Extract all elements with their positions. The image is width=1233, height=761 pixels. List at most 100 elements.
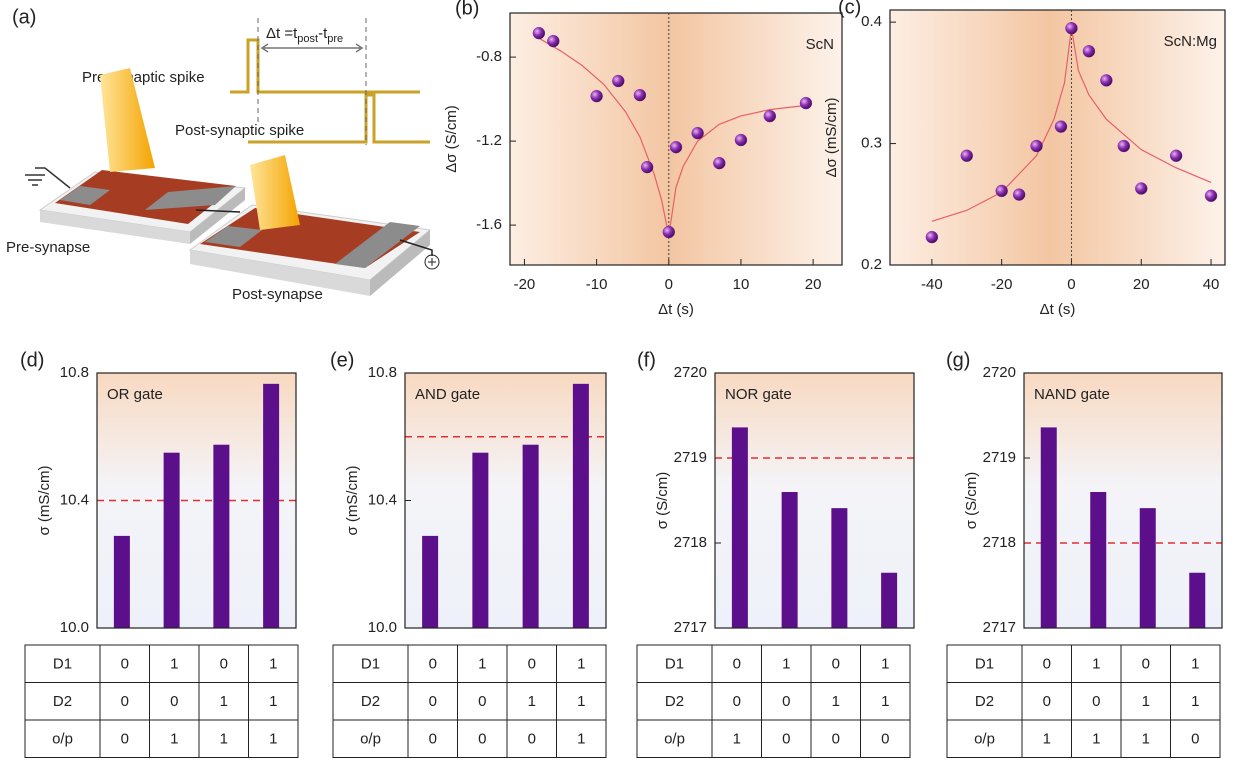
table-cell: 1 <box>832 693 840 710</box>
table-cell: 1 <box>577 656 585 673</box>
panel-label: (e) <box>330 349 354 371</box>
bar <box>1090 492 1106 628</box>
table-cell: 1 <box>881 693 889 710</box>
annotation: NOR gate <box>725 386 792 403</box>
table-cell: 0 <box>832 656 840 673</box>
x-tick-label: -20 <box>514 276 536 293</box>
schematic: (a) Δt =tpost-tpre Pre-synaptic spike Po… <box>6 6 439 303</box>
table-cell: 1 <box>1191 656 1199 673</box>
data-point <box>926 231 938 243</box>
table-cell: 0 <box>478 693 486 710</box>
annotation: ScN:Mg <box>1164 33 1217 50</box>
y-axis-label: σ (S/cm) <box>963 472 980 530</box>
table-cell: 1 <box>528 693 536 710</box>
terminal <box>428 258 436 266</box>
table-cell: 1 <box>1142 731 1150 748</box>
table-cell: 0 <box>121 656 129 673</box>
table-cell: 1 <box>478 656 486 673</box>
data-point <box>692 127 704 139</box>
table-cell: o/p <box>360 731 381 748</box>
bar <box>213 445 229 628</box>
ground <box>25 168 70 188</box>
table-cell: 0 <box>121 693 129 710</box>
bar <box>422 536 438 628</box>
y-axis-label: Δσ (S/cm) <box>443 105 460 173</box>
y-tick-label: 2720 <box>983 364 1016 381</box>
y-tick-label: 0.4 <box>861 13 882 30</box>
table-cell: 1 <box>170 731 178 748</box>
annotation: OR gate <box>107 386 163 403</box>
y-tick-label: 2718 <box>674 534 707 551</box>
x-tick-label: 20 <box>1133 276 1150 293</box>
table-cell: 1 <box>220 731 228 748</box>
data-point <box>1135 183 1147 195</box>
table-cell: D1 <box>53 656 72 673</box>
data-point <box>1031 140 1043 152</box>
y-tick-label: 10.0 <box>60 619 89 636</box>
post-spike-label: Post-synaptic spike <box>175 122 304 139</box>
data-point <box>1013 189 1025 201</box>
table-cell: 0 <box>782 731 790 748</box>
table-cell: 1 <box>269 693 277 710</box>
y-axis-label: σ (S/cm) <box>654 472 671 530</box>
table-cell: 1 <box>1092 656 1100 673</box>
data-point <box>641 161 653 173</box>
bar <box>573 384 589 628</box>
y-tick-label: 2718 <box>983 534 1016 551</box>
table-cell: 0 <box>121 731 129 748</box>
y-tick-label: -0.8 <box>476 48 502 65</box>
data-point <box>612 75 624 87</box>
y-tick-label: 2720 <box>674 364 707 381</box>
annotation: ScN <box>806 36 834 53</box>
table-cell: 1 <box>733 731 741 748</box>
y-axis-label: Δσ (mS/cm) <box>823 97 840 177</box>
figure: (a) Δt =tpost-tpre Pre-synaptic spike Po… <box>0 0 1233 761</box>
table-cell: 1 <box>577 693 585 710</box>
data-point <box>713 157 725 169</box>
table-cell: 0 <box>429 731 437 748</box>
panel-label: (f) <box>637 349 656 371</box>
y-tick-label: 2717 <box>983 619 1016 636</box>
table-cell: 0 <box>1043 693 1051 710</box>
x-tick-label: -20 <box>991 276 1013 293</box>
table-cell: D1 <box>665 656 684 673</box>
x-axis-label: Δt (s) <box>1040 301 1076 318</box>
data-point <box>764 110 776 122</box>
bar <box>523 445 539 628</box>
x-tick-label: -40 <box>921 276 943 293</box>
y-tick-label: 2719 <box>674 449 707 466</box>
table-cell: 1 <box>269 731 277 748</box>
data-point <box>533 27 545 39</box>
data-point <box>634 89 646 101</box>
table-cell: D2 <box>665 693 684 710</box>
table-cell: 1 <box>1191 693 1199 710</box>
panel-label: (g) <box>946 349 970 371</box>
panel-label: (b) <box>455 0 479 19</box>
table-cell: o/p <box>52 731 73 748</box>
table-cell: 0 <box>528 731 536 748</box>
bar <box>164 453 180 628</box>
panel-label: (d) <box>20 349 44 371</box>
table-cell: 0 <box>170 693 178 710</box>
bar <box>732 427 748 628</box>
y-tick-label: 10.0 <box>368 619 397 636</box>
table-cell: D1 <box>361 656 380 673</box>
bar <box>263 384 279 628</box>
data-point <box>663 226 675 238</box>
data-point <box>996 185 1008 197</box>
bar <box>881 573 897 628</box>
x-tick-label: 40 <box>1203 276 1220 293</box>
table-cell: 1 <box>881 656 889 673</box>
table-cell: 1 <box>1142 693 1150 710</box>
data-point <box>591 90 603 102</box>
y-tick-label: 10.8 <box>368 364 397 381</box>
table-cell: 1 <box>269 656 277 673</box>
data-point <box>800 97 812 109</box>
bar <box>1189 573 1205 628</box>
table-cell: 0 <box>733 693 741 710</box>
table-cell: 0 <box>220 656 228 673</box>
y-tick-label: -1.6 <box>476 216 502 233</box>
y-tick-label: 2719 <box>983 449 1016 466</box>
table-cell: 1 <box>782 656 790 673</box>
x-tick-label: 0 <box>1067 276 1075 293</box>
